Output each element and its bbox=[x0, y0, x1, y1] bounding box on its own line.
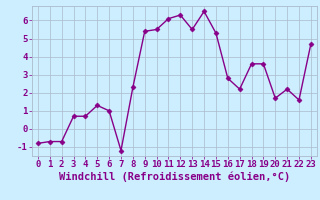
X-axis label: Windchill (Refroidissement éolien,°C): Windchill (Refroidissement éolien,°C) bbox=[59, 172, 290, 182]
